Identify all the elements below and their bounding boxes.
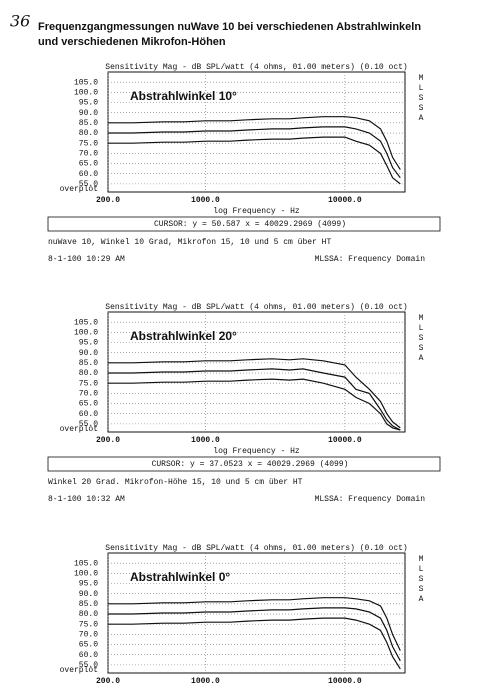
annotation: Abstrahlwinkel 10° bbox=[130, 89, 237, 103]
y-tick-label: 105.0 bbox=[74, 318, 98, 327]
curve bbox=[108, 136, 401, 185]
annotation: Abstrahlwinkel 0° bbox=[130, 570, 230, 584]
y-tick-label: 85.0 bbox=[79, 119, 98, 128]
y-tick-label: 80.0 bbox=[79, 610, 98, 619]
y-tick-label: 65.0 bbox=[79, 641, 98, 650]
y-tick-label: 100.0 bbox=[74, 569, 98, 578]
y-tick-label: 75.0 bbox=[79, 379, 98, 388]
y-tick-label: 70.0 bbox=[79, 389, 98, 398]
y-tick-label: 55.0 bbox=[79, 180, 98, 189]
y-tick-label: 65.0 bbox=[79, 400, 98, 409]
chart-title: Sensitivity Mag - dB SPL/watt (4 ohms, 0… bbox=[105, 544, 407, 553]
page-title-line: Frequenzgangmessungen nuWave 10 bei vers… bbox=[38, 21, 421, 33]
y-tick-label: 100.0 bbox=[74, 88, 98, 97]
curve bbox=[108, 378, 401, 431]
y-tick-label: 100.0 bbox=[74, 328, 98, 337]
y-tick-label: 70.0 bbox=[79, 630, 98, 639]
date: 8-1-100 10:29 AM bbox=[48, 255, 125, 264]
x-tick-label: 200.0 bbox=[96, 677, 120, 686]
x-tick-label: 1000.0 bbox=[191, 436, 220, 445]
cursor-readout: CURSOR: y = 37.0523 x = 40029.2969 (4099… bbox=[152, 460, 349, 469]
y-tick-label: 80.0 bbox=[79, 129, 98, 138]
y-tick-label: 80.0 bbox=[79, 369, 98, 378]
y-tick-label: 95.0 bbox=[79, 99, 98, 108]
date: 8-1-100 10:32 AM bbox=[48, 495, 125, 504]
y-tick-label: 90.0 bbox=[79, 109, 98, 118]
x-tick-label: 10000.0 bbox=[328, 677, 362, 686]
y-tick-label: 65.0 bbox=[79, 160, 98, 169]
y-tick-label: 95.0 bbox=[79, 339, 98, 348]
x-axis-label: log Frequency - Hz bbox=[213, 207, 300, 216]
side-label: MLSSA bbox=[417, 314, 426, 364]
curve bbox=[108, 368, 401, 431]
y-tick-label: 70.0 bbox=[79, 149, 98, 158]
y-tick-label: 105.0 bbox=[74, 78, 98, 87]
x-tick-label: 10000.0 bbox=[328, 196, 362, 205]
x-tick-label: 200.0 bbox=[96, 436, 120, 445]
annotation: Abstrahlwinkel 20° bbox=[130, 329, 237, 343]
cursor-box bbox=[47, 216, 441, 232]
curve bbox=[108, 597, 401, 651]
y-tick-label: 95.0 bbox=[79, 580, 98, 589]
y-tick-label: 75.0 bbox=[79, 620, 98, 629]
curve bbox=[108, 617, 401, 670]
bottom-label: overplot bbox=[60, 666, 98, 675]
y-tick-label: 85.0 bbox=[79, 359, 98, 368]
x-axis-label: log Frequency - Hz bbox=[213, 447, 300, 456]
y-tick-label: 60.0 bbox=[79, 651, 98, 660]
page-number: 36 bbox=[10, 12, 30, 31]
y-tick-label: 90.0 bbox=[79, 349, 98, 358]
chart-title: Sensitivity Mag - dB SPL/watt (4 ohms, 0… bbox=[105, 303, 407, 312]
y-tick-label: 105.0 bbox=[74, 559, 98, 568]
y-tick-label: 90.0 bbox=[79, 590, 98, 599]
x-tick-label: 1000.0 bbox=[191, 677, 220, 686]
page-title-line: und verschiedenen Mikrofon-Höhen bbox=[38, 36, 226, 48]
curve bbox=[108, 126, 401, 179]
x-tick-label: 1000.0 bbox=[191, 196, 220, 205]
y-tick-label: 55.0 bbox=[79, 420, 98, 429]
footer-right: MLSSA: Frequency Domain bbox=[315, 255, 426, 264]
x-tick-label: 200.0 bbox=[96, 196, 120, 205]
y-tick-label: 85.0 bbox=[79, 600, 98, 609]
footer-right: MLSSA: Frequency Domain bbox=[315, 495, 426, 504]
y-tick-label: 55.0 bbox=[79, 661, 98, 670]
y-tick-label: 60.0 bbox=[79, 410, 98, 419]
caption: Winkel 20 Grad. Mikrofon-Höhe 15, 10 und… bbox=[48, 478, 303, 487]
curve bbox=[108, 116, 401, 170]
chart-title: Sensitivity Mag - dB SPL/watt (4 ohms, 0… bbox=[105, 63, 407, 72]
y-tick-label: 75.0 bbox=[79, 139, 98, 148]
cursor-readout: CURSOR: y = 50.587 x = 40029.2969 (4099) bbox=[154, 220, 346, 229]
curve bbox=[108, 607, 401, 662]
caption: nuWave 10, Winkel 10 Grad, Mikrofon 15, … bbox=[48, 238, 331, 247]
bottom-label: overplot bbox=[60, 185, 98, 194]
cursor-box bbox=[47, 456, 441, 472]
curve bbox=[108, 358, 401, 429]
side-label: MLSSA bbox=[417, 555, 426, 605]
y-tick-label: 60.0 bbox=[79, 170, 98, 179]
side-label: MLSSA bbox=[417, 74, 426, 124]
x-tick-label: 10000.0 bbox=[328, 436, 362, 445]
bottom-label: overplot bbox=[60, 425, 98, 434]
